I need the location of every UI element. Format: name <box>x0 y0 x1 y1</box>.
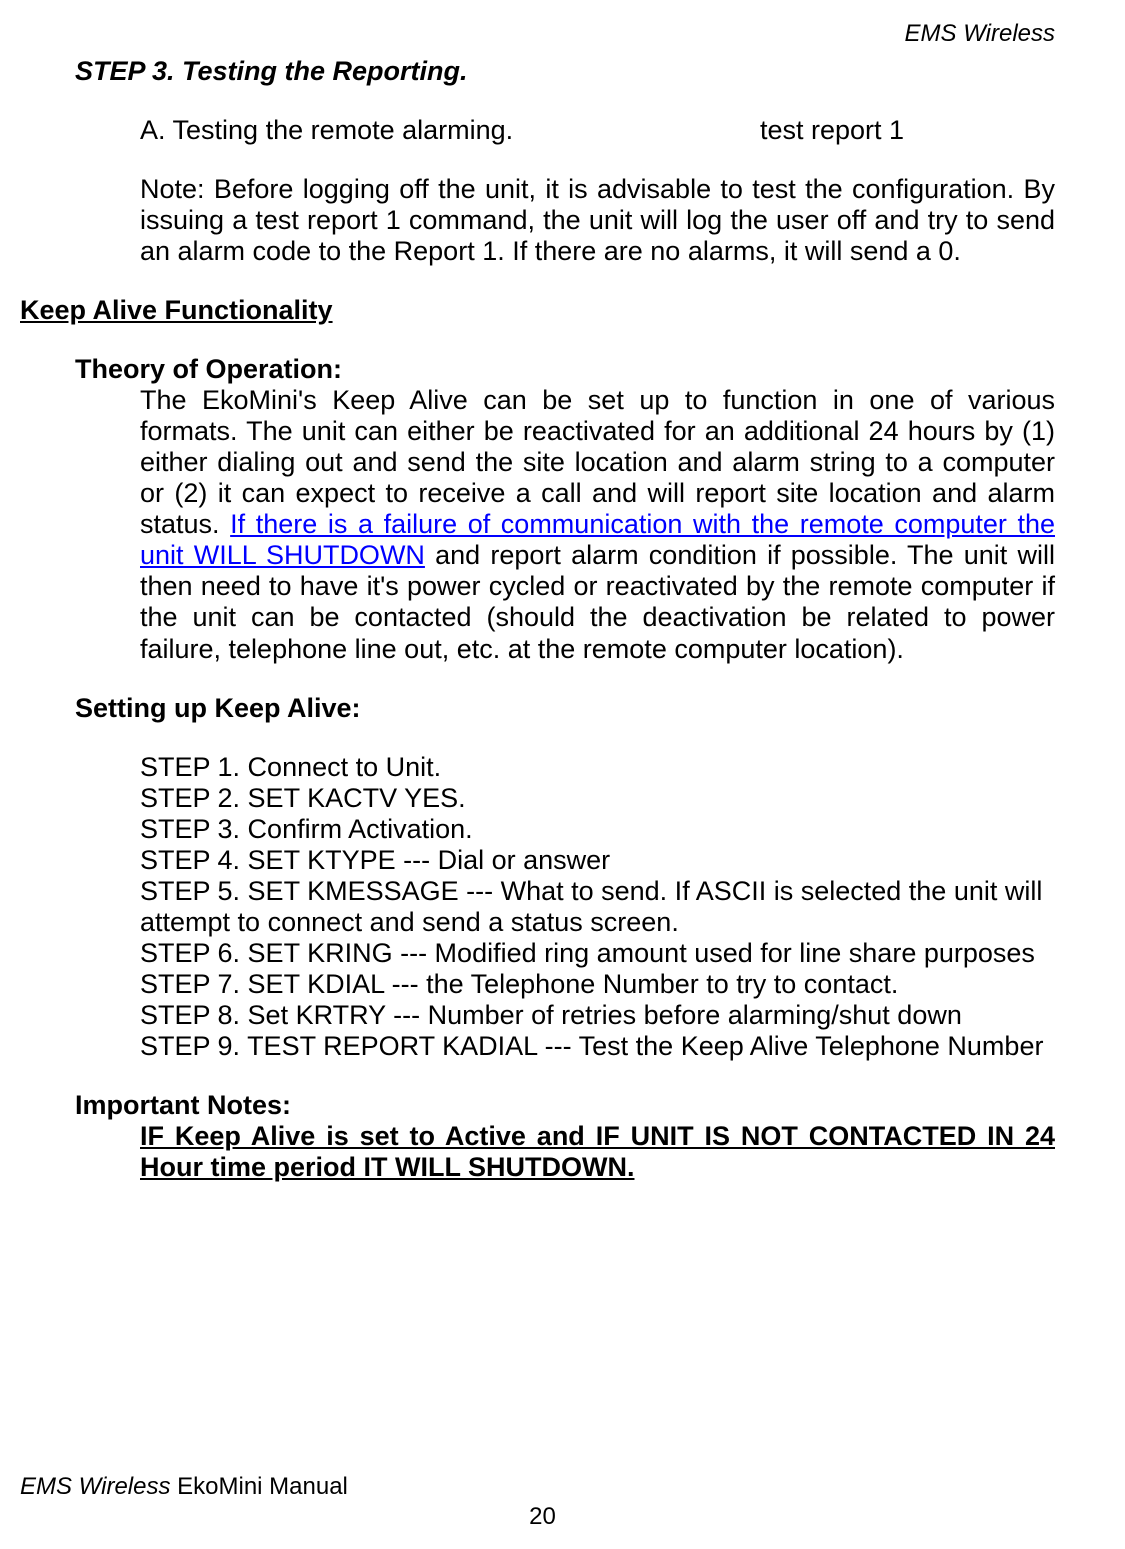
setup-step-8: STEP 8. Set KRTRY --- Number of retries … <box>140 1000 1055 1031</box>
footer-left-normal: EkoMini Manual <box>177 1473 348 1500</box>
footer-left-italic: EMS Wireless <box>20 1473 177 1500</box>
page: EMS Wireless STEP 3. Testing the Reporti… <box>0 0 1125 1549</box>
step3-note: Note: Before logging off the unit, it is… <box>140 174 1055 267</box>
header-right: EMS Wireless <box>20 20 1065 48</box>
footer-left: EMS Wireless EkoMini Manual <box>20 1473 1065 1501</box>
setup-heading: Setting up Keep Alive: <box>75 693 1065 724</box>
step3-item-a-left: A. Testing the remote alarming. <box>140 115 760 146</box>
setup-step-3: STEP 3. Confirm Activation. <box>140 814 1055 845</box>
step3-item-a-right: test report 1 <box>760 115 904 146</box>
step3-body: A. Testing the remote alarming. test rep… <box>140 115 1055 267</box>
important-notes-body: IF Keep Alive is set to Active and IF UN… <box>140 1121 1055 1183</box>
theory-paragraph: The EkoMini's Keep Alive can be set up t… <box>140 385 1055 664</box>
step3-title: STEP 3. Testing the Reporting. <box>75 56 1065 87</box>
setup-step-1: STEP 1. Connect to Unit. <box>140 752 1055 783</box>
setup-step-4: STEP 4. SET KTYPE --- Dial or answer <box>140 845 1055 876</box>
setup-step-2: STEP 2. SET KACTV YES. <box>140 783 1055 814</box>
theory-heading: Theory of Operation: <box>75 354 1065 385</box>
footer: EMS Wireless EkoMini Manual 20 <box>20 1473 1065 1531</box>
footer-page-number: 20 <box>20 1503 1065 1531</box>
step3-item-a-row: A. Testing the remote alarming. test rep… <box>140 115 1055 146</box>
setup-step-6: STEP 6. SET KRING --- Modified ring amou… <box>140 938 1055 969</box>
setup-step-7: STEP 7. SET KDIAL --- the Telephone Numb… <box>140 969 1055 1000</box>
keepalive-section-title: Keep Alive Functionality <box>20 295 1065 326</box>
setup-steps: STEP 1. Connect to Unit. STEP 2. SET KAC… <box>140 752 1055 1062</box>
important-notes-heading: Important Notes: <box>75 1090 1065 1121</box>
setup-step-9: STEP 9. TEST REPORT KADIAL --- Test the … <box>140 1031 1055 1062</box>
setup-step-5: STEP 5. SET KMESSAGE --- What to send. I… <box>140 876 1055 938</box>
